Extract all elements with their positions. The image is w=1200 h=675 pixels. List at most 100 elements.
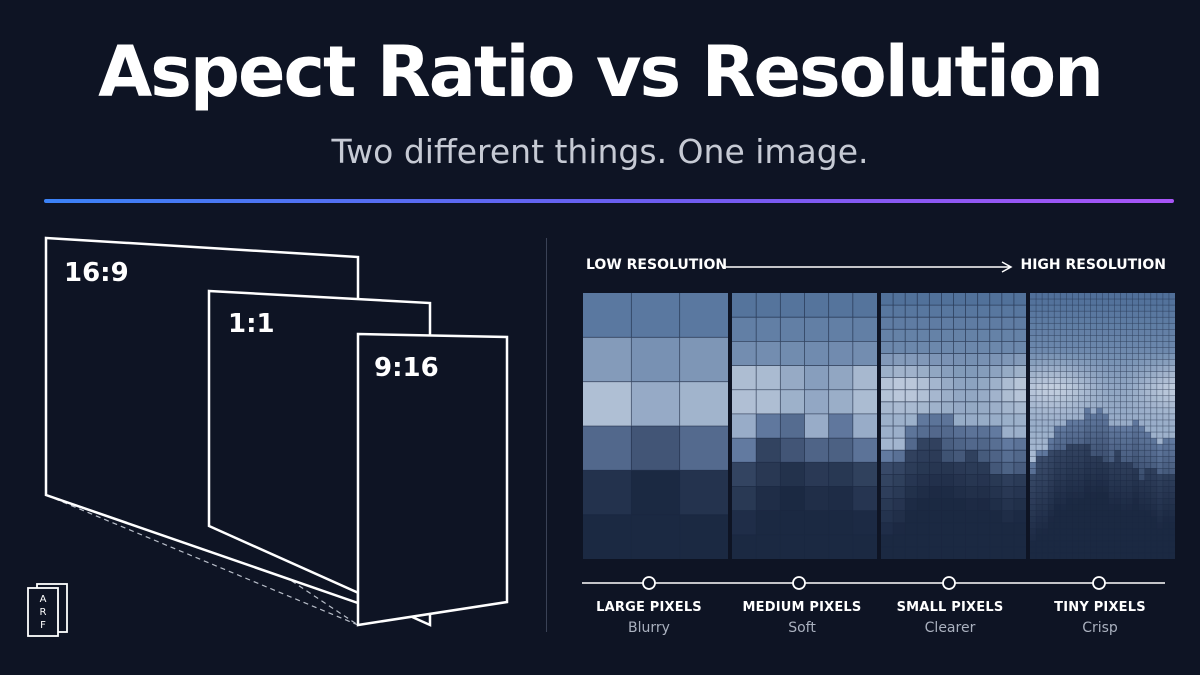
- pixel-cell: [1096, 341, 1103, 348]
- pixel-cell: [1030, 444, 1037, 451]
- pixel-cell: [1114, 516, 1121, 524]
- pixel-cell: [881, 305, 894, 318]
- pixel-cell: [1096, 419, 1103, 427]
- pixel-cell: [780, 389, 805, 415]
- pixel-cell: [1036, 516, 1043, 524]
- pixel-cell: [1048, 413, 1055, 421]
- pixel-cell: [917, 438, 930, 451]
- pixel-cell: [732, 413, 757, 439]
- pixel-cell: [1108, 474, 1115, 481]
- pixel-cell: [977, 522, 991, 536]
- pixel-cell: [1150, 540, 1158, 548]
- pixel-cell: [1102, 401, 1109, 409]
- pixel-cell: [1138, 407, 1146, 415]
- pixel-cell: [852, 486, 877, 511]
- pixel-cell: [1096, 450, 1103, 457]
- pixel-cell: [1126, 528, 1134, 536]
- pixel-cell: [1120, 504, 1127, 511]
- pixel-cell: [1132, 480, 1140, 487]
- pixel-cell: [1138, 546, 1146, 554]
- pixel-cell: [1054, 552, 1061, 559]
- pixel-cell: [1126, 474, 1134, 481]
- pixel-cell: [1054, 395, 1061, 403]
- pixel-cell: [1048, 456, 1055, 463]
- pixel-cell: [1132, 371, 1140, 378]
- pixel-cell: [1054, 419, 1061, 427]
- pixel-cell: [1066, 510, 1073, 517]
- pixel-cell: [1066, 383, 1073, 391]
- pixel-cell: [1132, 522, 1140, 530]
- pixel-cell: [756, 510, 781, 536]
- pixel-cell: [1048, 462, 1055, 469]
- pixel-cell: [1090, 450, 1097, 457]
- pixel-cell: [1114, 395, 1121, 403]
- pixel-cell: [1156, 468, 1164, 475]
- pixel-cell: [929, 389, 942, 403]
- pixel-cell: [1114, 552, 1121, 559]
- pixel-cell: [1132, 492, 1140, 499]
- frame-label-9-16: 9:16: [374, 353, 439, 383]
- pixel-cell: [1030, 462, 1037, 469]
- pixel-cell: [965, 510, 978, 524]
- pixel-cell: [1138, 419, 1146, 427]
- pixel-cell: [1162, 456, 1170, 463]
- pixel-cell: [1108, 480, 1115, 487]
- pixel-cell: [1078, 528, 1085, 536]
- pixel-cell: [1162, 528, 1170, 536]
- pixel-cell: [1084, 347, 1091, 354]
- pixel-cell: [1150, 407, 1158, 415]
- pixel-cell: [1150, 359, 1158, 366]
- pixel-cell: [941, 462, 954, 475]
- pixel-cell: [1156, 504, 1164, 511]
- pixel-cell: [1156, 299, 1164, 306]
- pixel-cell: [1001, 341, 1015, 354]
- pixel-cell: [1150, 486, 1158, 493]
- pixel-cell: [1162, 426, 1170, 433]
- pixel-cell: [583, 514, 632, 559]
- pixel-cell: [1132, 365, 1140, 372]
- pixel-cell: [1162, 323, 1170, 330]
- pixel-cell: [1078, 347, 1085, 354]
- pixel-cell: [1001, 522, 1015, 536]
- pixel-cell: [1048, 323, 1055, 330]
- pixel-cell: [1132, 323, 1140, 330]
- pixel-cell: [1036, 395, 1043, 403]
- pixel-cell: [965, 389, 978, 403]
- pixel-cell: [1048, 534, 1055, 542]
- pixel-cell: [1144, 546, 1152, 554]
- pixel-cell: [1108, 371, 1115, 378]
- pixel-cell: [1114, 438, 1121, 445]
- pixel-cell: [1102, 305, 1109, 312]
- pixel-cell: [1084, 456, 1091, 463]
- pixel-cell: [1144, 498, 1152, 505]
- pixel-cell: [1150, 317, 1158, 324]
- pixel-cell: [965, 329, 978, 342]
- pixel-cell: [929, 522, 942, 536]
- pixel-cell: [1144, 335, 1152, 342]
- pixel-cell: [929, 438, 942, 451]
- pixel-cell: [1054, 407, 1061, 415]
- pixel-cell: [1168, 341, 1175, 348]
- pixel-cell: [1168, 468, 1175, 475]
- pixel-cell: [1072, 389, 1079, 397]
- pixel-cell: [1138, 383, 1146, 391]
- pixel-cell: [1072, 317, 1079, 324]
- pixel-cell: [1042, 413, 1049, 421]
- pixel-cell: [917, 329, 930, 342]
- pixel-cell: [1060, 480, 1067, 487]
- pixel-cell: [1156, 456, 1164, 463]
- pixel-cell: [1096, 444, 1103, 451]
- pixel-cell: [1114, 528, 1121, 536]
- pixel-cell: [1054, 546, 1061, 554]
- pixel-cell: [953, 305, 966, 318]
- pixel-cell: [1156, 329, 1164, 336]
- pixel-cell: [1066, 395, 1073, 403]
- pixel-cell: [1084, 419, 1091, 427]
- pixel-cell: [1150, 311, 1158, 318]
- pixel-cell: [780, 365, 805, 391]
- pixel-cell: [1030, 480, 1037, 487]
- pixel-cell: [780, 534, 805, 559]
- pixel-cell: [1078, 329, 1085, 336]
- pixel-cell: [1126, 522, 1134, 530]
- pixel-cell: [905, 329, 918, 342]
